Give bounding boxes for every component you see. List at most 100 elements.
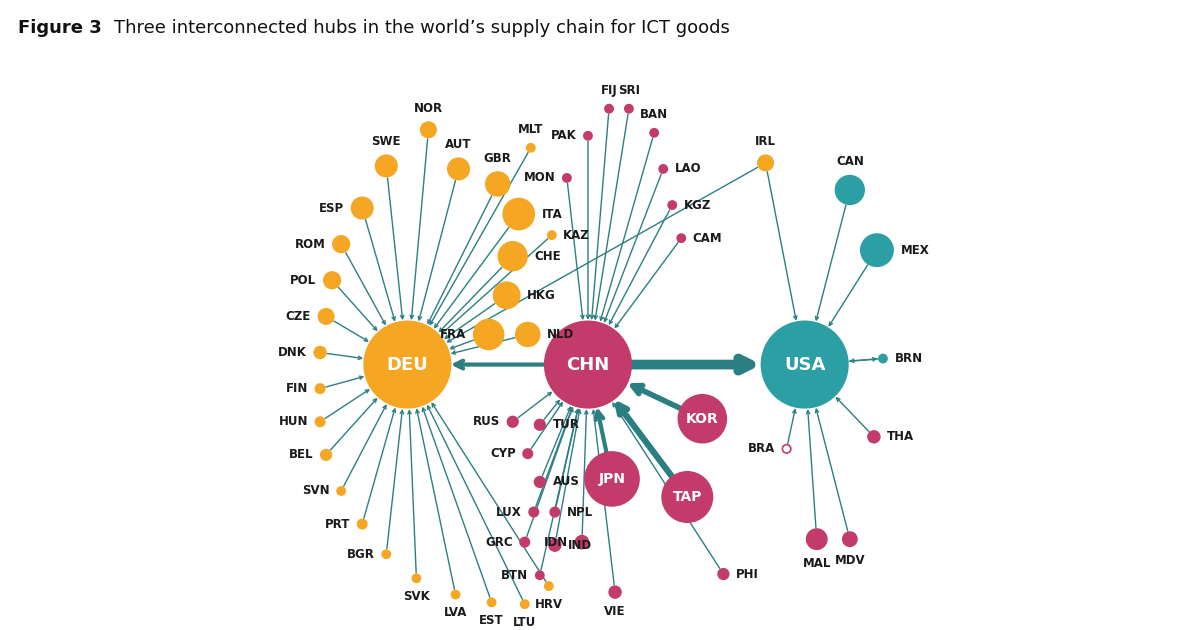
Text: MDV: MDV [834,554,865,566]
Circle shape [842,532,857,546]
Text: KOR: KOR [686,412,719,426]
Circle shape [318,309,334,324]
Circle shape [503,198,534,230]
Text: MON: MON [523,171,556,185]
Text: CZE: CZE [286,310,311,323]
Text: BAN: BAN [640,108,668,122]
Text: KGZ: KGZ [684,198,712,212]
Text: ROM: ROM [295,238,325,251]
Circle shape [451,590,460,598]
Circle shape [584,452,640,506]
Text: PHI: PHI [736,568,758,581]
Text: NLD: NLD [547,328,575,341]
Text: IRL: IRL [755,135,776,148]
Circle shape [523,449,533,459]
Text: CHE: CHE [534,249,562,263]
Text: HRV: HRV [535,597,563,610]
Circle shape [650,129,659,137]
Text: LAO: LAO [674,163,701,175]
Circle shape [835,176,864,204]
Circle shape [521,600,529,609]
Text: FRA: FRA [440,328,467,341]
Circle shape [860,234,893,266]
Text: HUN: HUN [278,415,308,428]
Circle shape [364,321,451,408]
Circle shape [668,201,677,209]
Text: CHN: CHN [566,355,610,374]
Circle shape [320,449,331,461]
Circle shape [529,507,539,517]
Text: BEL: BEL [289,449,313,461]
Text: BRA: BRA [748,442,775,455]
Circle shape [332,236,349,253]
Circle shape [868,431,880,443]
Circle shape [575,536,588,549]
Circle shape [757,155,773,171]
Circle shape [583,132,592,140]
Text: AUS: AUS [552,476,580,488]
Text: LVA: LVA [444,606,467,619]
Circle shape [376,155,397,177]
Text: NPL: NPL [566,505,593,518]
Circle shape [421,122,437,137]
Circle shape [535,571,544,580]
Text: NOR: NOR [414,101,443,115]
Text: GRC: GRC [485,536,512,549]
Circle shape [545,321,631,408]
Text: ESP: ESP [319,202,344,215]
Text: TAP: TAP [672,490,702,504]
Text: BTN: BTN [502,569,528,581]
Text: EST: EST [479,614,504,627]
Text: ITA: ITA [541,207,563,220]
Text: USA: USA [784,355,826,374]
Text: IND: IND [568,539,593,552]
Text: KAZ: KAZ [563,229,590,242]
Text: THA: THA [887,430,914,444]
Circle shape [516,323,540,346]
Text: VIE: VIE [605,605,626,619]
Circle shape [498,242,527,271]
Text: RUS: RUS [473,415,500,428]
Text: IDN: IDN [544,536,568,549]
Text: CAN: CAN [836,156,864,168]
Circle shape [550,507,559,517]
Circle shape [448,158,469,180]
Text: MEX: MEX [900,244,929,256]
Text: CAM: CAM [692,232,722,244]
Circle shape [761,321,848,408]
Text: PAK: PAK [551,129,576,142]
Circle shape [316,384,325,394]
Circle shape [412,574,421,583]
Text: LUX: LUX [496,505,522,518]
Text: TUR: TUR [552,418,580,432]
Circle shape [806,529,827,549]
Circle shape [677,234,685,243]
Circle shape [487,598,496,607]
Circle shape [474,319,504,350]
Text: SRI: SRI [618,84,640,97]
Circle shape [625,105,634,113]
Text: LTU: LTU [514,616,536,629]
Circle shape [316,417,325,427]
Text: PRT: PRT [325,518,350,530]
Text: MLT: MLT [518,123,544,137]
Circle shape [662,472,713,522]
Text: FIN: FIN [286,382,308,395]
Circle shape [337,487,346,495]
Text: SWE: SWE [372,135,401,148]
Text: POL: POL [290,274,317,287]
Circle shape [508,416,518,427]
Text: DNK: DNK [278,346,307,359]
Circle shape [563,174,571,182]
Text: SVK: SVK [403,590,430,603]
Circle shape [486,172,510,196]
Circle shape [878,354,887,363]
Circle shape [545,582,553,590]
Circle shape [547,231,556,239]
Circle shape [718,569,728,580]
Circle shape [352,197,373,219]
Text: Three interconnected hubs in the world’s supply chain for ICT goods: Three interconnected hubs in the world’s… [114,19,730,37]
Text: SVN: SVN [302,484,330,498]
Text: FIJ: FIJ [601,84,618,97]
Circle shape [548,539,560,551]
